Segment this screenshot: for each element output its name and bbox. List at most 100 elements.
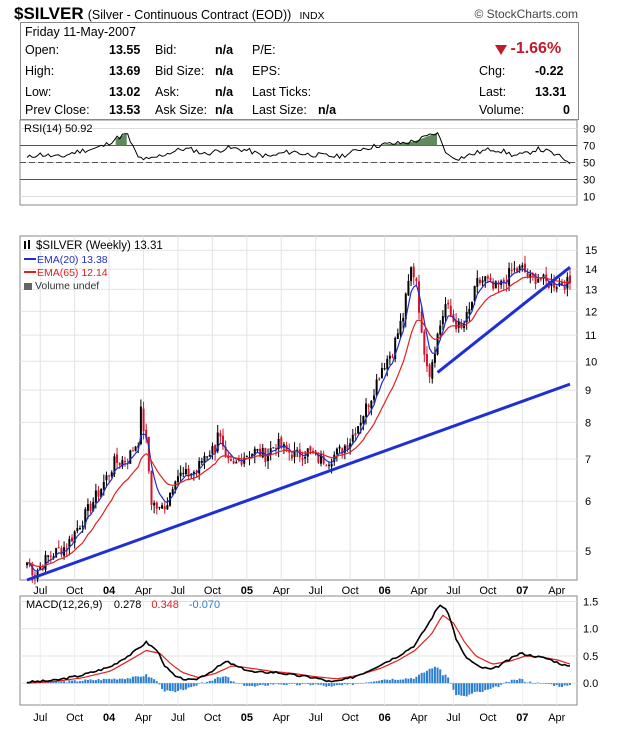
price-tick-label: 12 — [585, 306, 597, 318]
price-candle-body — [245, 456, 248, 458]
macd-histogram-bar — [272, 683, 275, 685]
price-candle-body — [224, 446, 227, 457]
macd-histogram-bar — [320, 683, 323, 685]
macd-histogram-bar — [259, 683, 262, 685]
x-tick-label: Jul — [446, 585, 460, 597]
price-candle-body — [335, 448, 338, 455]
brand-logo[interactable]: © StockCharts.com — [474, 7, 578, 21]
macd-histogram-bar — [521, 679, 524, 684]
macd-histogram-bar — [529, 681, 532, 684]
macd-histogram-bar — [317, 683, 320, 685]
macd-histogram-bar — [566, 683, 569, 686]
price-candle-body — [39, 566, 42, 570]
price-candle-body — [354, 433, 357, 436]
price-candle-body — [508, 268, 511, 286]
macd-histogram-bar — [166, 683, 169, 691]
price-candle-body — [108, 475, 111, 477]
macd-histogram-bar — [227, 677, 230, 684]
macd-histogram-bar — [200, 682, 203, 684]
macd-histogram-bar — [476, 683, 479, 692]
price-candle-body — [68, 538, 71, 548]
macd-x-tick-label: 06 — [378, 712, 390, 724]
price-candle-body — [561, 281, 564, 286]
price-candle-body — [31, 564, 34, 576]
macd-histogram-bar — [68, 680, 71, 684]
price-candle-body — [529, 273, 532, 278]
macd-histogram-bar — [219, 677, 222, 684]
macd-histogram-bar — [57, 682, 60, 684]
macd-frame — [19, 595, 578, 706]
macd-histogram-bar — [553, 683, 556, 687]
macd-histogram-bar — [65, 682, 68, 684]
price-candle-body — [92, 501, 95, 511]
price-candle-body — [100, 488, 103, 497]
macd-histogram-bar — [523, 682, 526, 684]
price-candle-body — [378, 378, 381, 380]
ask-label: Ask: — [155, 85, 180, 99]
macd-histogram-bar — [150, 677, 153, 684]
price-frame — [19, 235, 578, 581]
rsi-panel: 10 30 50 70 90 RSI(14) 50.92 — [19, 119, 595, 206]
price-candle-body — [274, 448, 277, 450]
volume-legend-label: Volume undef — [35, 280, 99, 292]
macd-panel: 0.0 0.5 1.0 1.5 Jul Oct 04 Apr Jul Oct 05 Apr Jul Oct… — [19, 595, 598, 724]
macd-histogram-bar — [534, 683, 537, 684]
x-tick-label: Apr — [273, 585, 290, 597]
macd-histogram-bar — [372, 681, 375, 684]
price-candle-body — [280, 437, 283, 449]
macd-histogram-bar — [229, 681, 232, 684]
exchange: INDX — [299, 10, 325, 22]
macd-histogram-bar — [365, 682, 368, 684]
macd-histogram-bar — [370, 681, 373, 684]
macd-tick-label: 1.5 — [583, 596, 598, 608]
macd-histogram-bar — [301, 683, 304, 685]
macd-histogram-bar — [415, 676, 418, 684]
rsi-legend: RSI(14) 50.92 — [24, 123, 92, 135]
prev-close-label: Prev Close: — [25, 103, 90, 117]
macd-histogram-bar — [86, 679, 89, 684]
macd-histogram-bar — [63, 681, 66, 684]
price-candle-body — [60, 548, 63, 555]
prev-close-value: 13.53 — [109, 103, 141, 117]
price-candle-body — [49, 555, 52, 557]
macd-signal-line — [26, 614, 571, 684]
price-candle-body — [155, 502, 158, 509]
macd-histogram-bar — [179, 683, 182, 690]
macd-histogram-bar — [481, 683, 484, 692]
price-candle-body — [523, 263, 526, 273]
price-candle-body — [518, 266, 521, 271]
macd-histogram-bar — [473, 683, 476, 693]
price-candle-body — [351, 434, 354, 442]
price-candle-body — [391, 356, 394, 358]
macd-histogram-bar — [214, 678, 217, 684]
macd-histogram-bar — [256, 683, 259, 686]
price-candle-body — [259, 448, 262, 457]
price-candle-body — [134, 446, 137, 451]
price-candle-body — [190, 473, 193, 475]
price-candle-body — [338, 446, 341, 449]
macd-histogram-bar — [335, 683, 338, 686]
macd-histogram-bar — [78, 681, 81, 684]
price-candle-body — [470, 302, 473, 311]
price-candle-body — [192, 472, 195, 475]
price-candle-body — [272, 447, 275, 449]
macd-x-tick-label: Jul — [33, 712, 47, 724]
price-candle-body — [423, 331, 426, 355]
price-candle-body — [367, 405, 370, 407]
macd-histogram-bar — [505, 681, 508, 684]
price-candle-body — [179, 472, 182, 477]
macd-histogram-bar — [309, 683, 312, 686]
macd-histogram-bar — [452, 683, 455, 690]
macd-legend-item: MACD(12,26,9) — [26, 599, 102, 611]
macd-histogram-bar — [497, 683, 500, 688]
macd-histogram-bar — [131, 676, 134, 684]
x-tick-label: Oct — [204, 585, 221, 597]
macd-histogram-bar — [510, 679, 513, 684]
price-candle-body — [232, 460, 235, 464]
volume-value: 0 — [563, 103, 570, 117]
price-candle-body — [444, 304, 447, 318]
macd-histogram-bar — [465, 683, 468, 697]
price-candle-body — [57, 547, 60, 549]
price-candle-body — [375, 379, 378, 396]
price-candle-body — [489, 277, 492, 281]
